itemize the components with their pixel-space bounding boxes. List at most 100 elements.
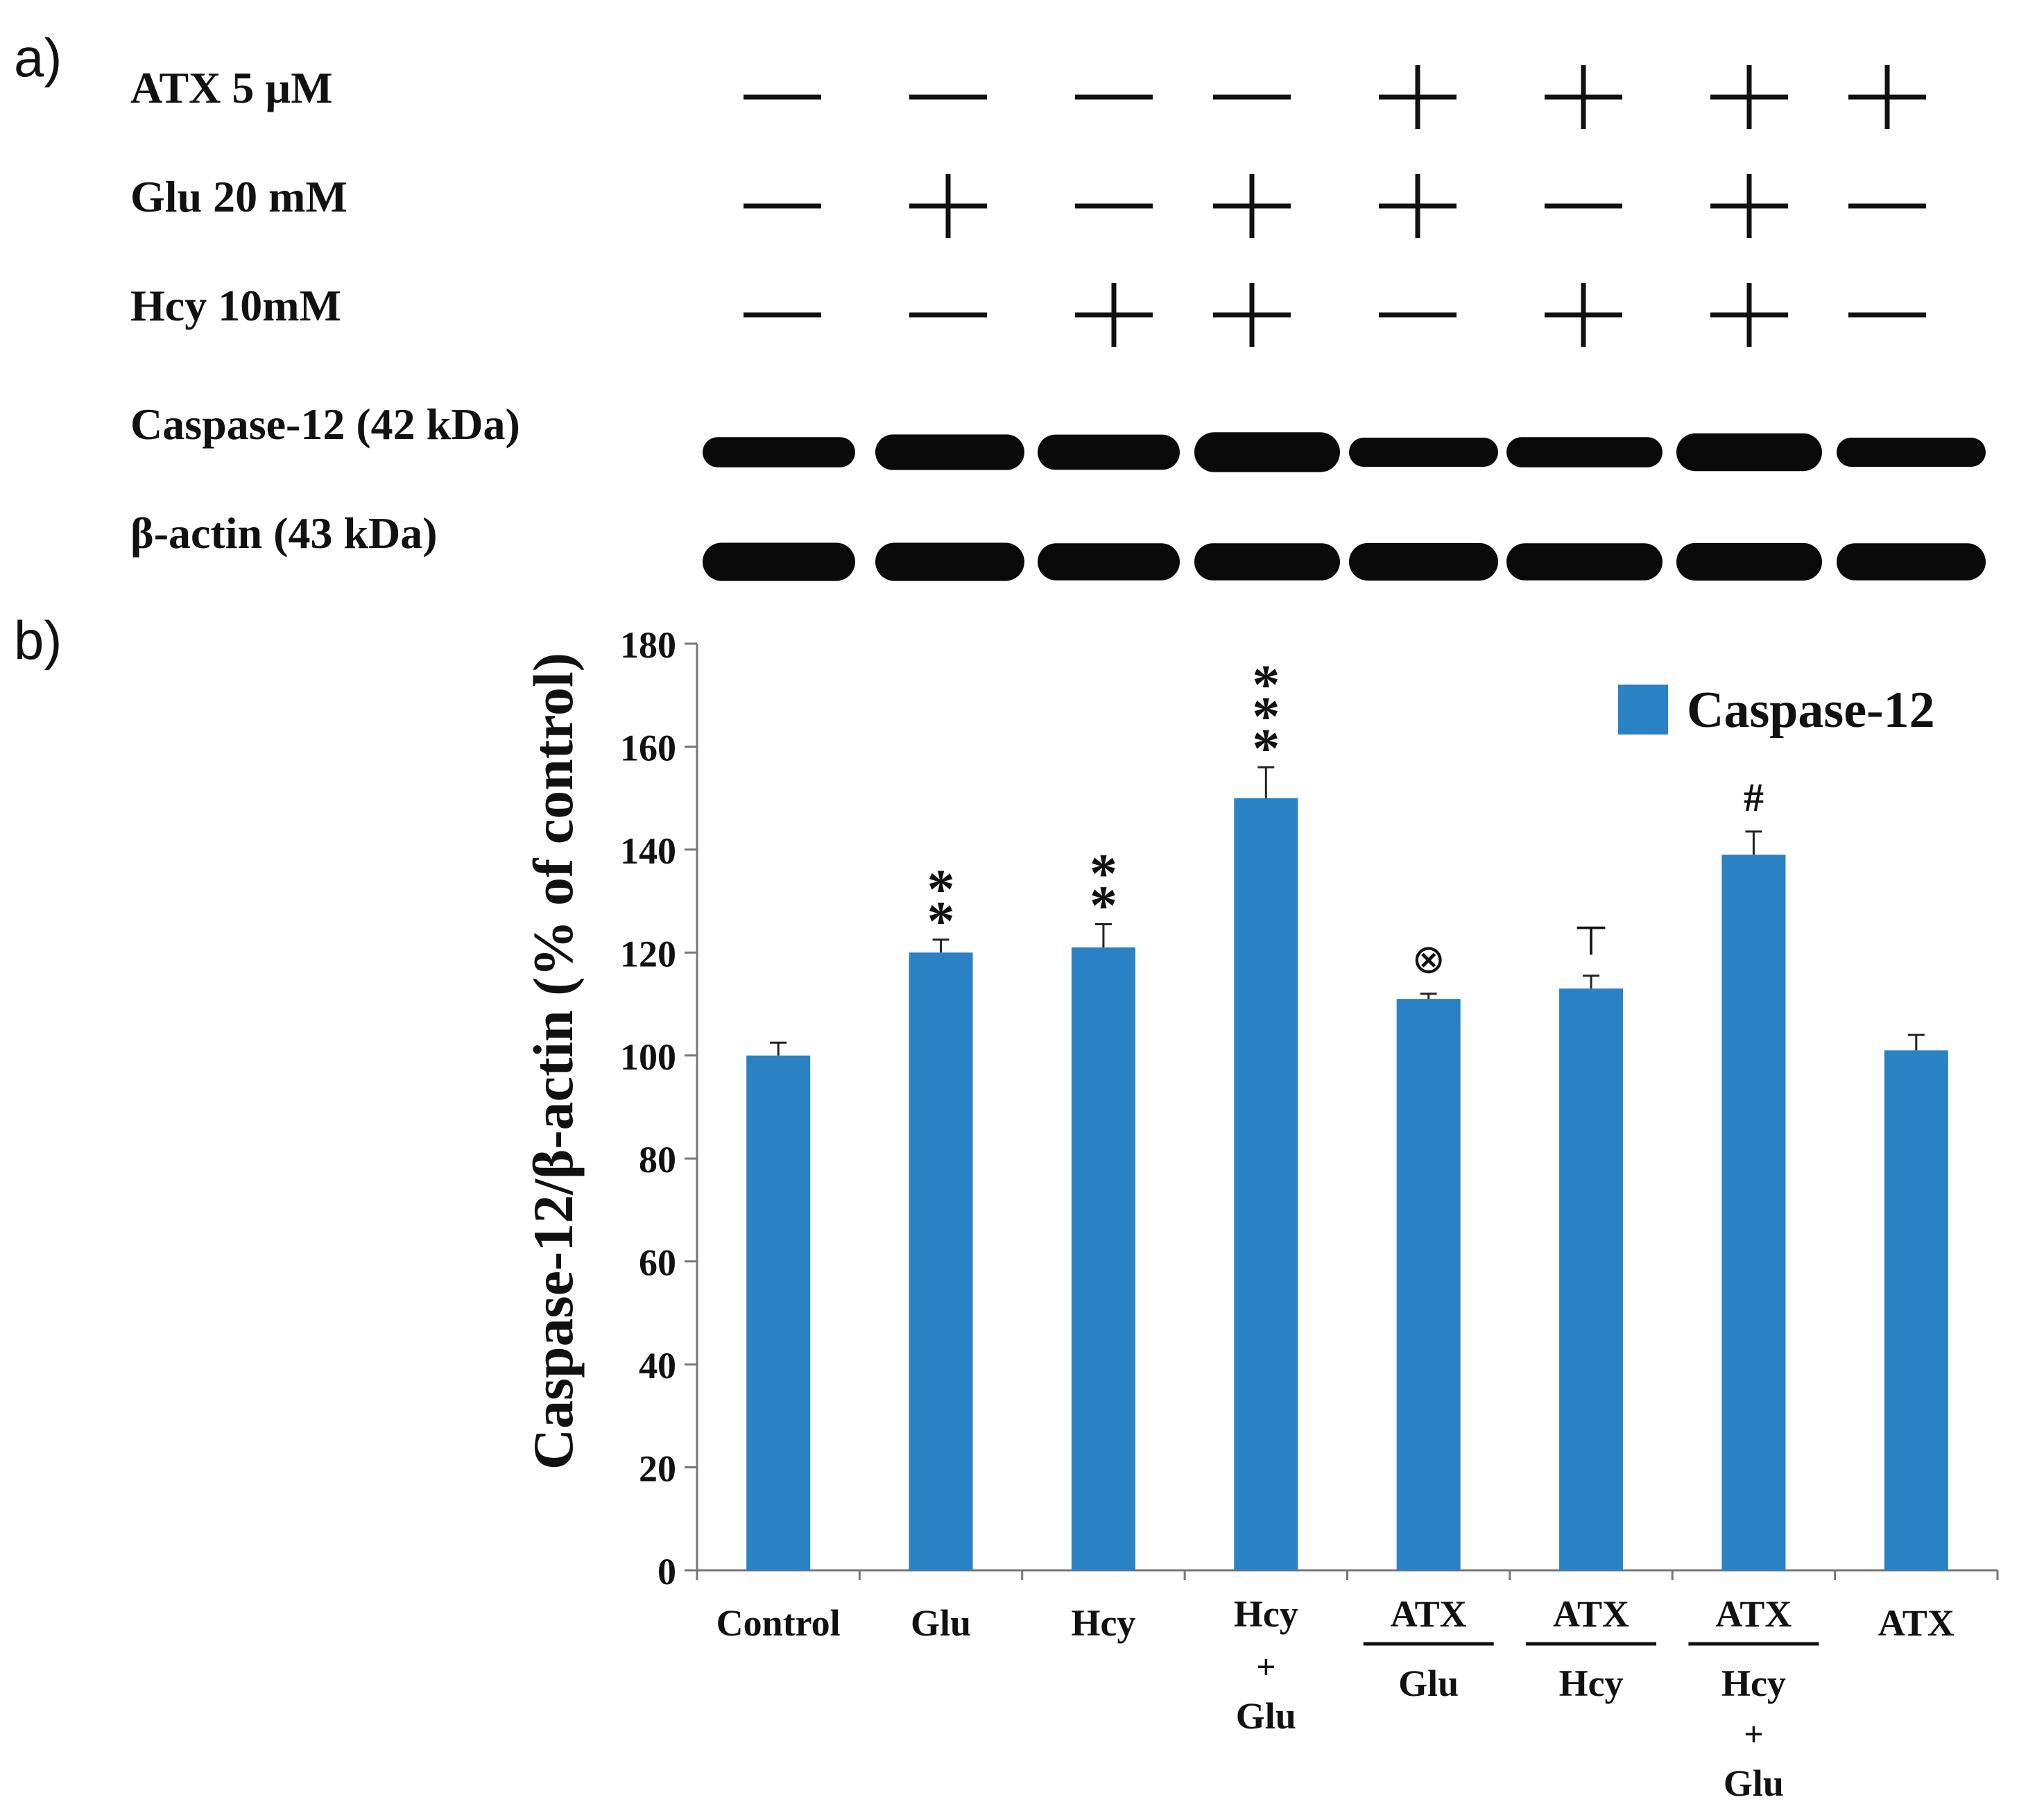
y-axis: 0 20 40 60 80 100 120 140 160 180 (620, 624, 698, 1592)
caspase-12-band-lane-3 (1038, 434, 1180, 470)
significance-star-4-3: * (1252, 655, 1280, 716)
bar-7 (1721, 855, 1786, 1570)
x-label-top-1: Control (716, 1602, 841, 1644)
bar-8 (1884, 1050, 1948, 1570)
beta-actin-band-lane-2 (875, 542, 1024, 581)
x-label-line-4-2: Glu (1236, 1695, 1296, 1737)
x-label-top-7: ATX (1715, 1593, 1792, 1635)
caspase-12-band-lane-7 (1676, 433, 1822, 472)
beta-actin-band-lane-8 (1837, 543, 1986, 581)
x-axis (696, 1569, 1999, 1580)
plus-sign-r2-c2 (909, 174, 987, 238)
row-label-hcy: Hcy 10mM (130, 281, 341, 330)
plus-sign-r2-c7 (1710, 174, 1788, 238)
significance-star-3-1: * (1090, 876, 1117, 937)
bar-6 (1559, 988, 1624, 1570)
x-label-top-5: ATX (1391, 1593, 1467, 1635)
row-label-atx: ATX 5 µM (130, 63, 333, 112)
x-label-top-2: Glu (911, 1602, 971, 1644)
bar-2 (909, 952, 973, 1570)
legend-label-caspase-12: Caspase-12 (1687, 682, 1935, 739)
beta-actin-band-lane-1 (703, 542, 855, 581)
bar-series-caspase-12 (746, 798, 1948, 1570)
x-label-top-6: ATX (1553, 1593, 1629, 1635)
x-label-top-4: Hcy (1234, 1593, 1298, 1635)
treatment-sign-matrix (744, 65, 1926, 347)
row-label-glu: Glu 20 mM (130, 172, 347, 221)
x-label-line-5-1: Glu (1398, 1663, 1459, 1704)
error-bar-5 (1420, 993, 1437, 999)
y-tick-label-100: 100 (620, 1036, 676, 1078)
plus-sign-r2-c4 (1213, 174, 1291, 238)
significance-mark-5: ⊗ (1411, 937, 1445, 982)
y-tick-label-60: 60 (639, 1242, 676, 1284)
x-label-line-7-3: Glu (1724, 1762, 1784, 1804)
western-blot-caspase-12 (703, 432, 1986, 472)
x-tick-labels: Control Glu Hcy Hcy + Glu ATX Glu ATX Hcy ATX Hcy + G… (716, 1593, 1954, 1804)
significance-star-4-2: * (1252, 687, 1280, 748)
y-tick-label-0: 0 (658, 1551, 676, 1592)
bar-3 (1071, 947, 1135, 1570)
y-tick-label-40: 40 (639, 1345, 676, 1387)
caspase-12-band-lane-5 (1349, 438, 1498, 467)
plus-sign-r3-c4 (1213, 283, 1291, 347)
caspase-12-band-lane-4 (1194, 432, 1340, 472)
bar-4 (1234, 798, 1298, 1570)
bar-5 (1396, 999, 1461, 1570)
x-label-line-7-1: Hcy (1721, 1663, 1786, 1704)
caspase-12-band-lane-8 (1837, 438, 1986, 467)
x-label-top-3: Hcy (1071, 1602, 1135, 1644)
error-bar-1 (770, 1041, 787, 1056)
plus-sign-r3-c6 (1545, 283, 1622, 347)
significance-star-2-1: * (927, 891, 955, 952)
plus-sign-r1-c5 (1379, 65, 1457, 129)
blot-label-beta-actin: β-actin (43 kDa) (130, 508, 438, 558)
significance-star-4-1: * (1252, 719, 1280, 780)
x-label-line-4-1: + (1256, 1647, 1276, 1686)
error-bars (770, 766, 1925, 1056)
panel-a-label: a) (14, 27, 62, 88)
beta-actin-band-lane-3 (1038, 543, 1180, 581)
y-tick-label-180: 180 (620, 624, 676, 666)
error-bar-8 (1907, 1033, 1925, 1051)
plus-sign-r1-c8 (1848, 65, 1926, 129)
plus-sign-r2-c5 (1379, 174, 1457, 238)
bar-1 (746, 1055, 811, 1570)
y-tick-label-80: 80 (639, 1139, 676, 1181)
significance-mark-7: # (1744, 775, 1764, 820)
significance-annotations: ** *****⊗ ⊤# (927, 655, 1764, 982)
legend: Caspase-12 (1618, 682, 1935, 739)
significance-star-3-2: * (1090, 844, 1117, 905)
significance-star-2-2: * (927, 859, 955, 920)
error-bar-2 (932, 938, 950, 953)
panel-b-label: b) (14, 610, 62, 671)
plus-sign-r1-c6 (1545, 65, 1622, 129)
beta-actin-band-lane-6 (1506, 543, 1663, 581)
error-bar-6 (1583, 975, 1600, 989)
y-tick-label-20: 20 (639, 1448, 676, 1490)
error-bar-7 (1745, 830, 1762, 855)
caspase-12-band-lane-1 (703, 437, 855, 467)
x-label-line-6-1: Hcy (1559, 1663, 1624, 1704)
beta-actin-band-lane-4 (1194, 543, 1340, 581)
beta-actin-band-lane-7 (1676, 542, 1822, 581)
legend-swatch-caspase-12 (1618, 685, 1668, 735)
caspase-12-band-lane-2 (875, 434, 1024, 470)
caspase-12-band-lane-6 (1506, 437, 1663, 467)
plus-sign-r1-c7 (1710, 65, 1788, 129)
blot-label-caspase-12: Caspase-12 (42 kDa) (130, 400, 520, 449)
x-label-top-8: ATX (1878, 1602, 1954, 1644)
plus-sign-r3-c3 (1075, 283, 1153, 347)
y-tick-label-120: 120 (620, 933, 676, 975)
significance-mark-6: ⊤ (1574, 919, 1609, 964)
x-label-line-7-2: + (1744, 1715, 1764, 1753)
y-axis-title: Caspase-12/β-actin (% of control) (522, 653, 585, 1470)
y-tick-label-160: 160 (620, 727, 676, 769)
error-bar-3 (1094, 923, 1112, 947)
y-tick-label-140: 140 (620, 830, 676, 872)
error-bar-4 (1257, 766, 1275, 798)
beta-actin-band-lane-5 (1349, 542, 1498, 581)
western-blot-beta-actin (703, 542, 1986, 581)
